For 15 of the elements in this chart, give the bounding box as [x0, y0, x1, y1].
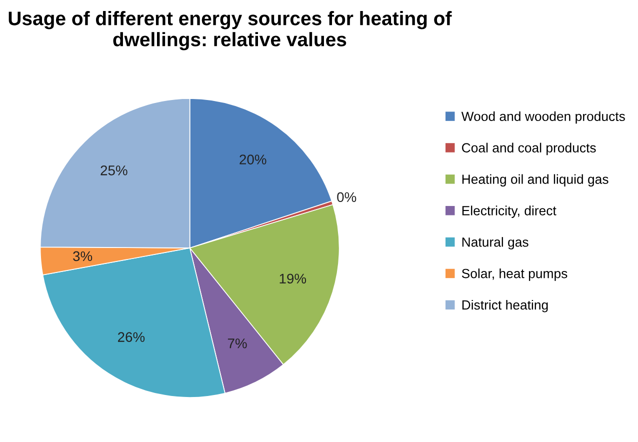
legend-label: Natural gas	[462, 237, 528, 250]
data-label: 3%	[73, 251, 92, 262]
legend-label: Electricity, direct	[462, 206, 556, 218]
data-label: 26%	[118, 332, 145, 342]
data-label: 7%	[228, 338, 247, 348]
legend-label: Solar, heat pumps	[462, 268, 568, 281]
data-label: 0%	[337, 192, 356, 202]
legend-label: Coal and coal products	[462, 142, 596, 156]
data-label: 20%	[240, 154, 266, 164]
chart-title: Usage of different energy sources for heating of dwellings: relative values	[8, 11, 452, 50]
data-label: 19%	[280, 274, 306, 284]
legend-label: Heating oil and liquid gas	[462, 174, 608, 187]
data-label: 25%	[100, 165, 128, 176]
legend-label: Wood and wooden products	[461, 111, 625, 124]
legend-label: District heating	[462, 300, 548, 312]
